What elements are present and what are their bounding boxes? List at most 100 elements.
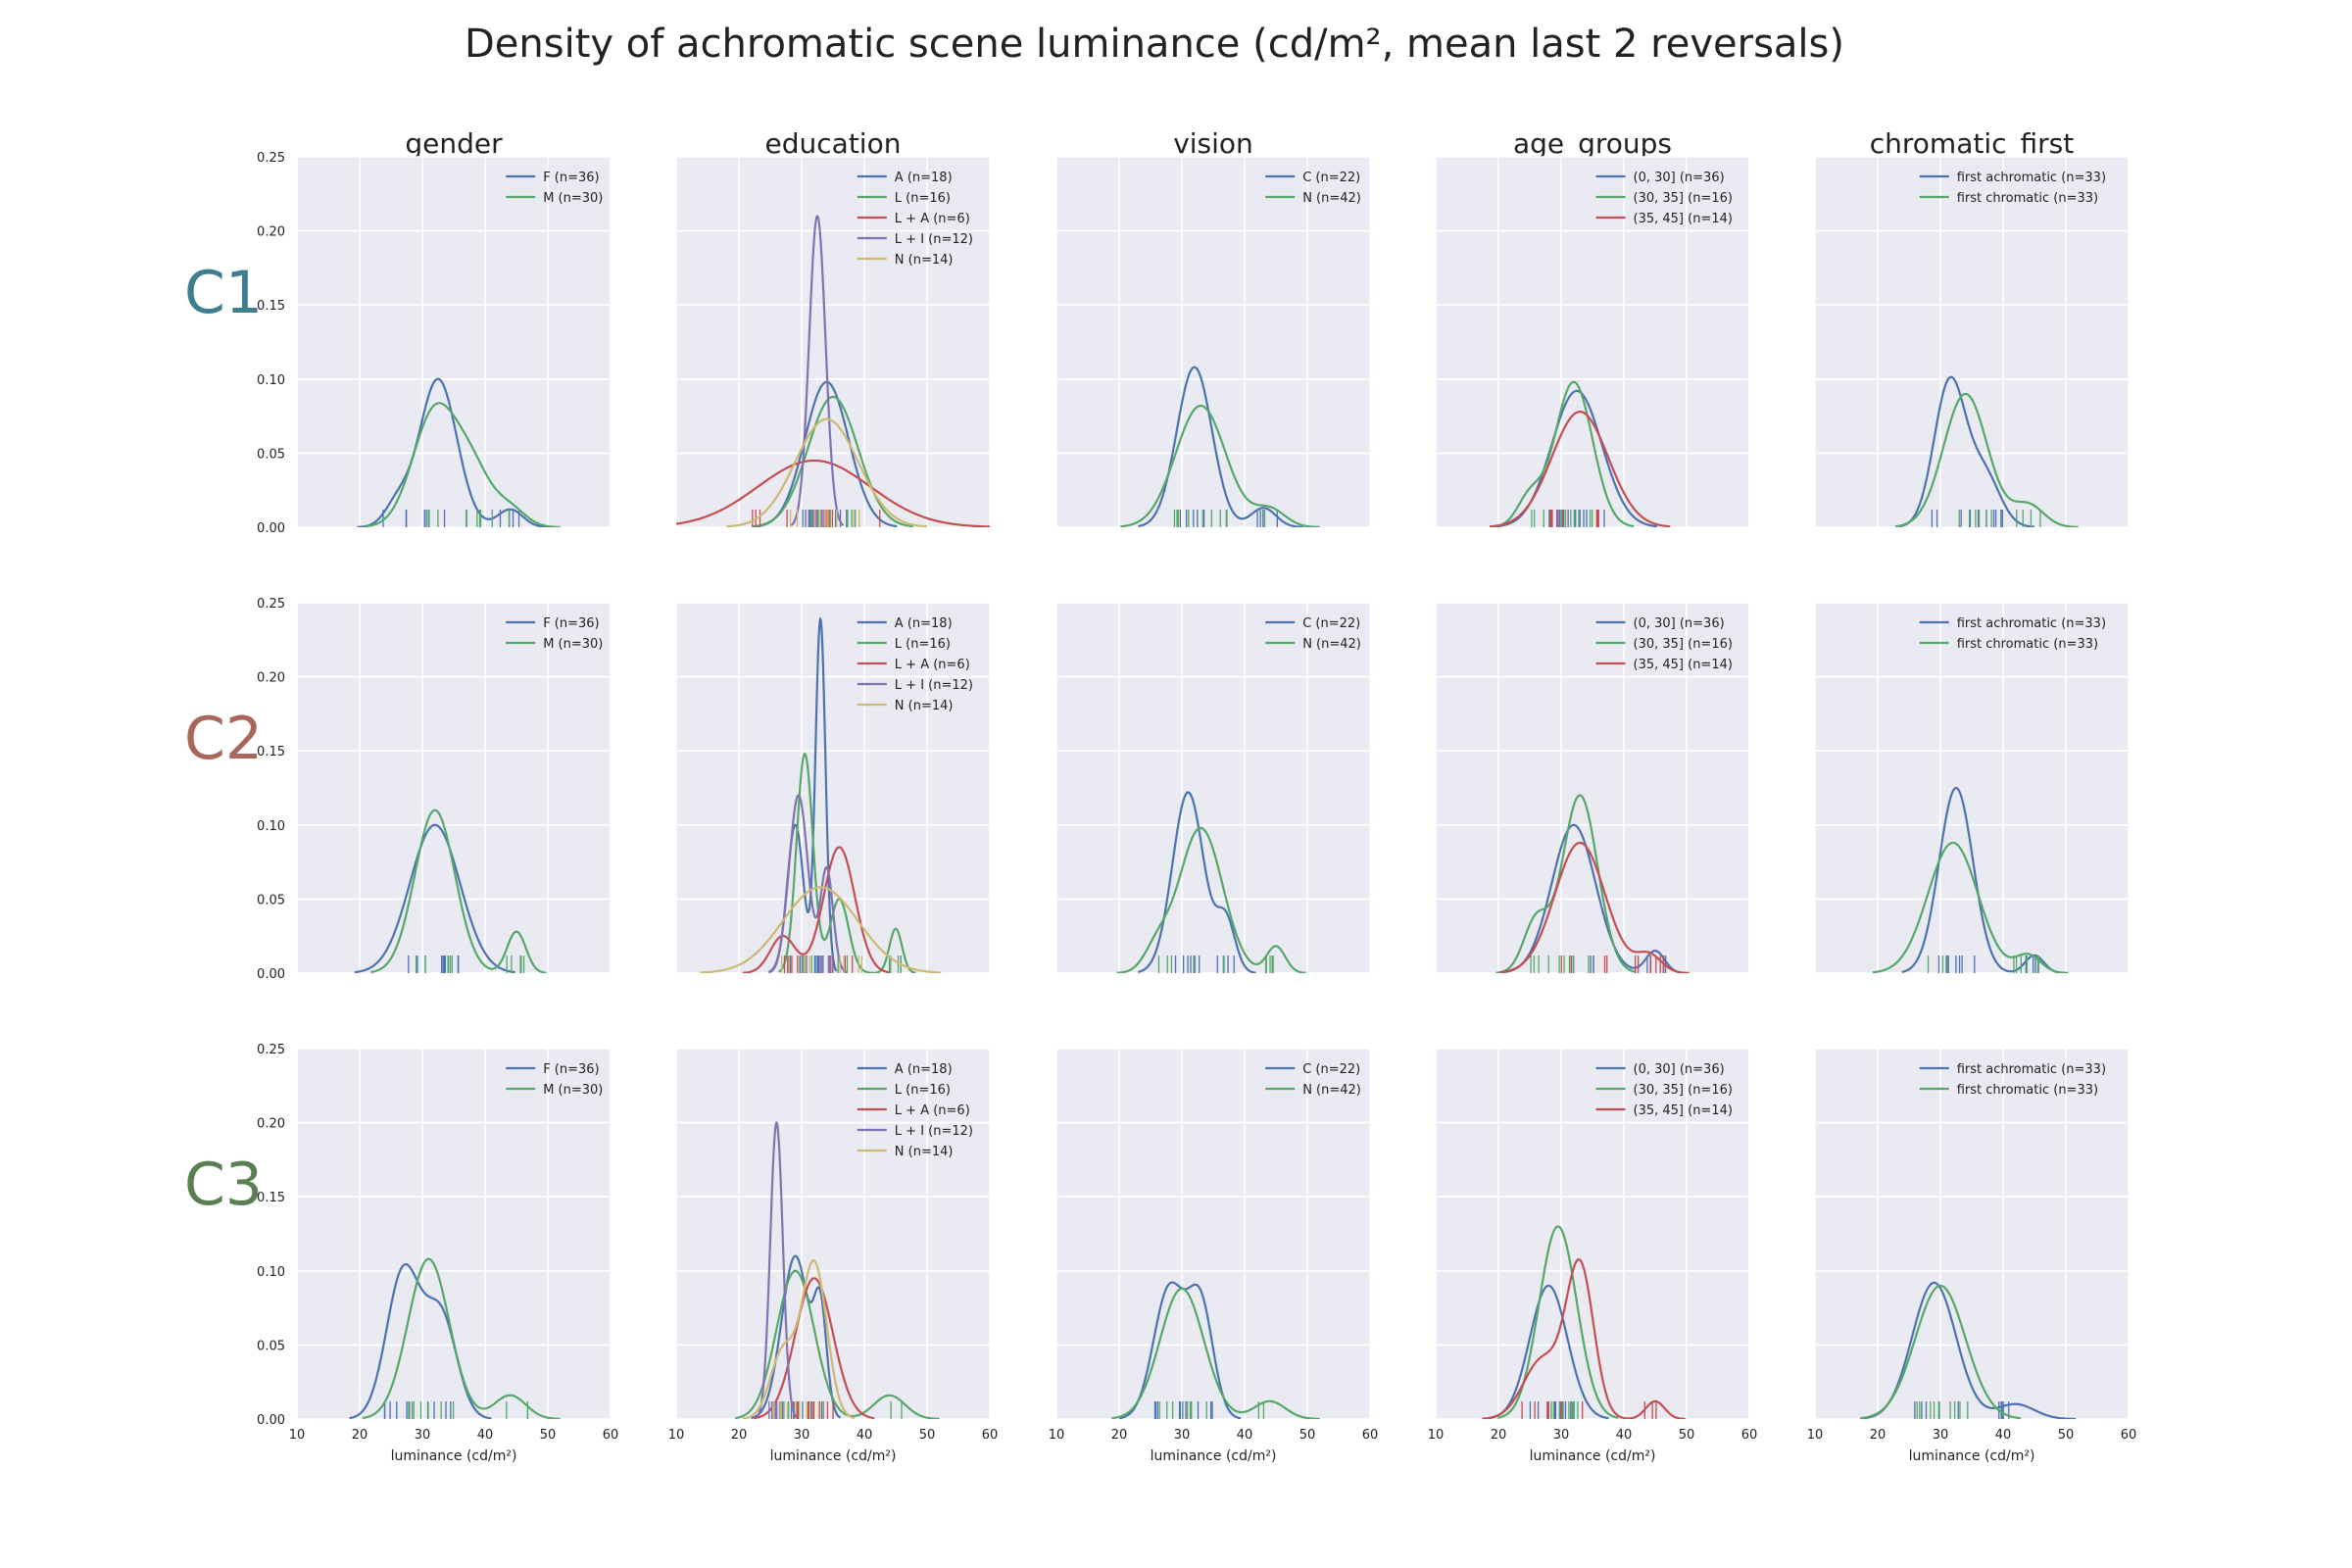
y-tick-label: 0.15 [257, 1191, 285, 1205]
y-tick-label: 0.05 [257, 447, 285, 462]
legend-label: L + A (n=6) [895, 1103, 970, 1118]
density-curve-0 [751, 1254, 842, 1419]
density-curve-1 [1120, 404, 1320, 527]
plot-area [1489, 380, 1671, 527]
legend-label: C (n=22) [1302, 616, 1360, 631]
legend-label: L + A (n=6) [895, 212, 970, 226]
column-title-age-groups: age_groups [1513, 127, 1672, 160]
legend-label: L + A (n=6) [895, 658, 970, 672]
y-tick-label: 0.20 [257, 225, 285, 240]
y-tick-label: 0.20 [257, 1117, 285, 1132]
panel-c3-gender: 0.00 0.05 0.10 0.15 0.20 0.25 10 20 30 40 50 60 lumi… [257, 1043, 618, 1464]
plot-area [1872, 786, 2069, 973]
legend-label: L (n=16) [895, 637, 951, 652]
density-curve-0 [1863, 1281, 2077, 1419]
panel-grid: 0.00 0.05 0.10 0.15 0.20 0.25 F (n=36) M (n=30)… [257, 151, 2136, 1464]
density-curve-2 [742, 846, 890, 973]
x-tick-label: 10 [289, 1428, 306, 1443]
x-tick-label: 10 [668, 1428, 685, 1443]
x-tick-label: 10 [1807, 1428, 1824, 1443]
plot-area [700, 616, 942, 973]
plot-area [349, 1257, 561, 1419]
y-tick-label: 0.00 [257, 1413, 285, 1428]
x-tick-label: 40 [1616, 1428, 1633, 1443]
x-axis-label: luminance (cd/m²) [1909, 1448, 2035, 1464]
x-tick-label: 60 [982, 1428, 999, 1443]
legend-label: (35, 45] (n=14) [1634, 658, 1733, 672]
x-tick-label: 20 [1111, 1428, 1128, 1443]
x-tick-label: 20 [1870, 1428, 1886, 1443]
legend-label: L (n=16) [895, 1083, 951, 1098]
density-curve-3 [790, 215, 845, 526]
x-tick-label: 60 [1741, 1428, 1758, 1443]
column-titles: gender education vision age_groups chromatic… [405, 127, 2074, 160]
plot-area [357, 377, 561, 527]
y-tick-label: 0.10 [257, 373, 285, 388]
column-title-gender: gender [405, 127, 503, 160]
row-label-c1: C1 [184, 259, 263, 327]
x-tick-label: 30 [415, 1428, 431, 1443]
density-curve-3 [767, 794, 848, 973]
panel-c2-gender: 0.00 0.05 0.10 0.15 0.20 0.25 F (n=36) M (n=30) [257, 597, 612, 982]
legend-label: L + I (n=12) [895, 678, 973, 693]
plot-area [1111, 1281, 1320, 1419]
density-curve-1 [1859, 1284, 2022, 1419]
legend-label: A (n=18) [895, 616, 953, 631]
y-tick-label: 0.00 [257, 521, 285, 536]
plot-area [676, 215, 990, 527]
legend-label: M (n=30) [543, 1083, 603, 1098]
legend-label: L + I (n=12) [895, 1124, 973, 1139]
legend-label: first chromatic (n=33) [1957, 191, 2098, 206]
x-tick-label: 40 [857, 1428, 873, 1443]
plot-background [1815, 157, 2129, 527]
panel-c1-education: A (n=18) L (n=16) L + A (n=6) L + I (n=12) N… [675, 156, 991, 528]
y-tick-label: 0.15 [257, 299, 285, 314]
legend-label: L (n=16) [895, 191, 951, 206]
y-tick-label: 0.25 [257, 1043, 285, 1057]
x-tick-label: 60 [2121, 1428, 2137, 1443]
density-curve-2 [676, 459, 990, 527]
legend-label: N (n=14) [895, 699, 954, 713]
legend-label: (35, 45] (n=14) [1634, 212, 1733, 226]
legend-label: A (n=18) [895, 171, 953, 185]
x-tick-label: 40 [477, 1428, 494, 1443]
legend-label: first achromatic (n=33) [1957, 616, 2106, 631]
legend-label: first achromatic (n=33) [1957, 1062, 2106, 1077]
density-curve-1 [1489, 380, 1635, 527]
plot-area [1859, 1281, 2077, 1419]
legend-label: first chromatic (n=33) [1957, 637, 2098, 652]
x-tick-label: 10 [1049, 1428, 1065, 1443]
density-curve-1 [1894, 392, 2079, 527]
plot-area [734, 1121, 940, 1419]
legend-label: first chromatic (n=33) [1957, 1083, 2098, 1098]
y-tick-label: 0.05 [257, 1339, 285, 1353]
legend-label: L + I (n=12) [895, 232, 973, 247]
legend-label: N (n=42) [1302, 191, 1361, 206]
x-tick-label: 50 [1679, 1428, 1695, 1443]
density-curve-2 [1482, 1257, 1686, 1419]
panel-c1-gender: 0.00 0.05 0.10 0.15 0.20 0.25 F (n=36) M (n=30) [257, 151, 612, 536]
density-curve-0 [1899, 375, 2035, 527]
density-curve-1 [1495, 794, 1637, 973]
plot-area [354, 808, 547, 973]
row-label-c2: C2 [184, 705, 263, 773]
density-curve-0 [1138, 366, 1304, 527]
x-tick-label: 30 [1933, 1428, 1949, 1443]
density-curve-4 [726, 417, 928, 527]
density-curve-1 [752, 395, 914, 527]
panel-c2-age-groups: (0, 30] (n=36) (30, 35] (n=16) (35, 45] (n… [1435, 602, 1750, 974]
density-curve-4 [742, 1258, 856, 1419]
x-tick-label: 20 [1491, 1428, 1507, 1443]
figure-title: Density of achromatic scene luminance (c… [465, 22, 1844, 67]
density-curve-0 [354, 823, 515, 973]
plot-background [1436, 603, 1749, 973]
plot-background [1815, 603, 2129, 973]
column-title-chromatic-first: chromatic_first [1870, 127, 2074, 160]
x-axis-label: luminance (cd/m²) [1151, 1448, 1277, 1464]
density-curve-3 [756, 1121, 798, 1418]
legend-label: (30, 35] (n=16) [1634, 1083, 1733, 1098]
legend-label: N (n=14) [895, 253, 954, 268]
y-tick-label: 0.25 [257, 151, 285, 166]
legend-label: first achromatic (n=33) [1957, 171, 2106, 185]
legend-label: F (n=36) [543, 616, 599, 631]
